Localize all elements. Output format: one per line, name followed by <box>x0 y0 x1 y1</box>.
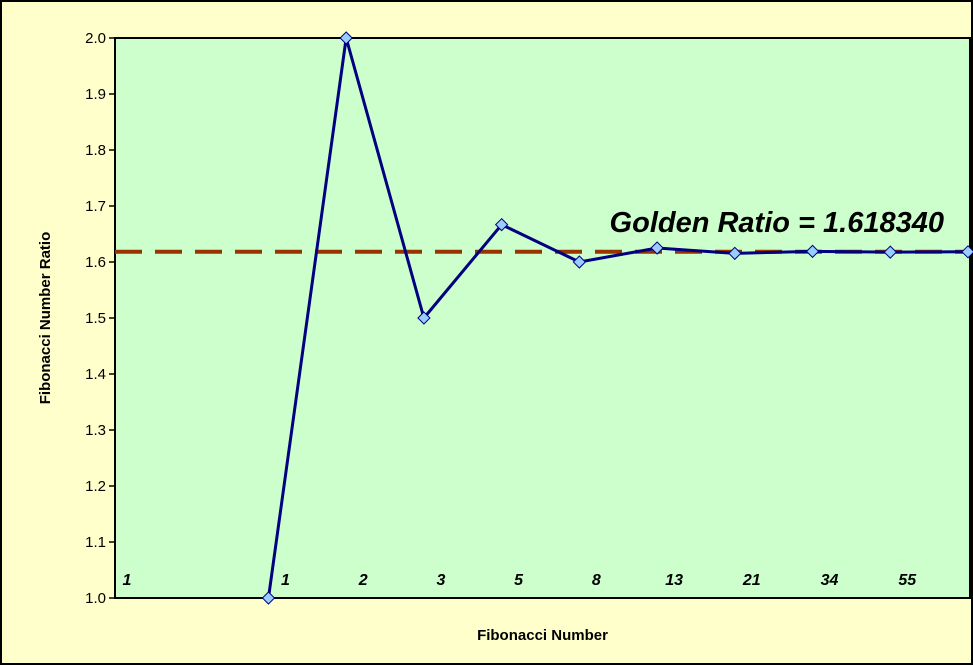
x-category-label: 2 <box>358 572 368 589</box>
x-category-label: 34 <box>821 572 839 589</box>
y-tick-label: 1.2 <box>85 478 106 495</box>
ratio-data-point <box>494 217 509 232</box>
x-category-label: 5 <box>514 572 524 589</box>
y-tick-label: 1.6 <box>85 254 106 271</box>
ratio-data-point <box>650 241 664 255</box>
golden-ratio-annotation: Golden Ratio = 1.618340 <box>610 207 944 239</box>
y-tick-label: 1.1 <box>85 534 106 551</box>
y-axis: 1.0 1.1 1.2 1.3 1.4 1.5 1.6 1.7 1.8 1.9 2.0 <box>85 30 115 607</box>
x-category-label: 13 <box>665 572 683 589</box>
plot-area <box>114 37 971 599</box>
ratio-series-line <box>266 36 969 599</box>
x-category-label: 1 <box>281 572 290 589</box>
y-axis-title: Fibonacci Number Ratio <box>37 232 54 405</box>
y-tick-label: 1.0 <box>85 590 106 607</box>
x-category-label: 21 <box>742 572 761 589</box>
ratio-data-point <box>572 255 587 269</box>
x-category-label: 55 <box>898 572 917 589</box>
ratio-data-point <box>417 311 431 325</box>
ratio-data-point <box>805 244 820 259</box>
y-tick-label: 1.8 <box>85 142 106 159</box>
y-tick-label: 2.0 <box>85 30 106 47</box>
y-tick-label: 1.4 <box>85 366 106 383</box>
y-tick-label: 1.5 <box>85 310 106 327</box>
ratio-data-point <box>339 31 353 45</box>
y-tick-label: 1.9 <box>85 86 106 103</box>
x-category-labels: 1123581321345589 <box>123 572 918 589</box>
x-category-label: 8 <box>592 572 601 589</box>
x-category-label: 3 <box>436 572 445 589</box>
x-axis-title: Fibonacci Number <box>477 627 608 644</box>
x-category-label: 1 <box>123 572 132 589</box>
ratio-data-point <box>961 245 973 259</box>
y-tick-label: 1.3 <box>85 422 106 439</box>
series-group <box>261 31 973 605</box>
ratio-data-point <box>728 246 742 261</box>
ratio-data-point <box>883 245 897 259</box>
ratio-data-point <box>261 591 276 605</box>
y-tick-label: 1.7 <box>85 198 106 215</box>
